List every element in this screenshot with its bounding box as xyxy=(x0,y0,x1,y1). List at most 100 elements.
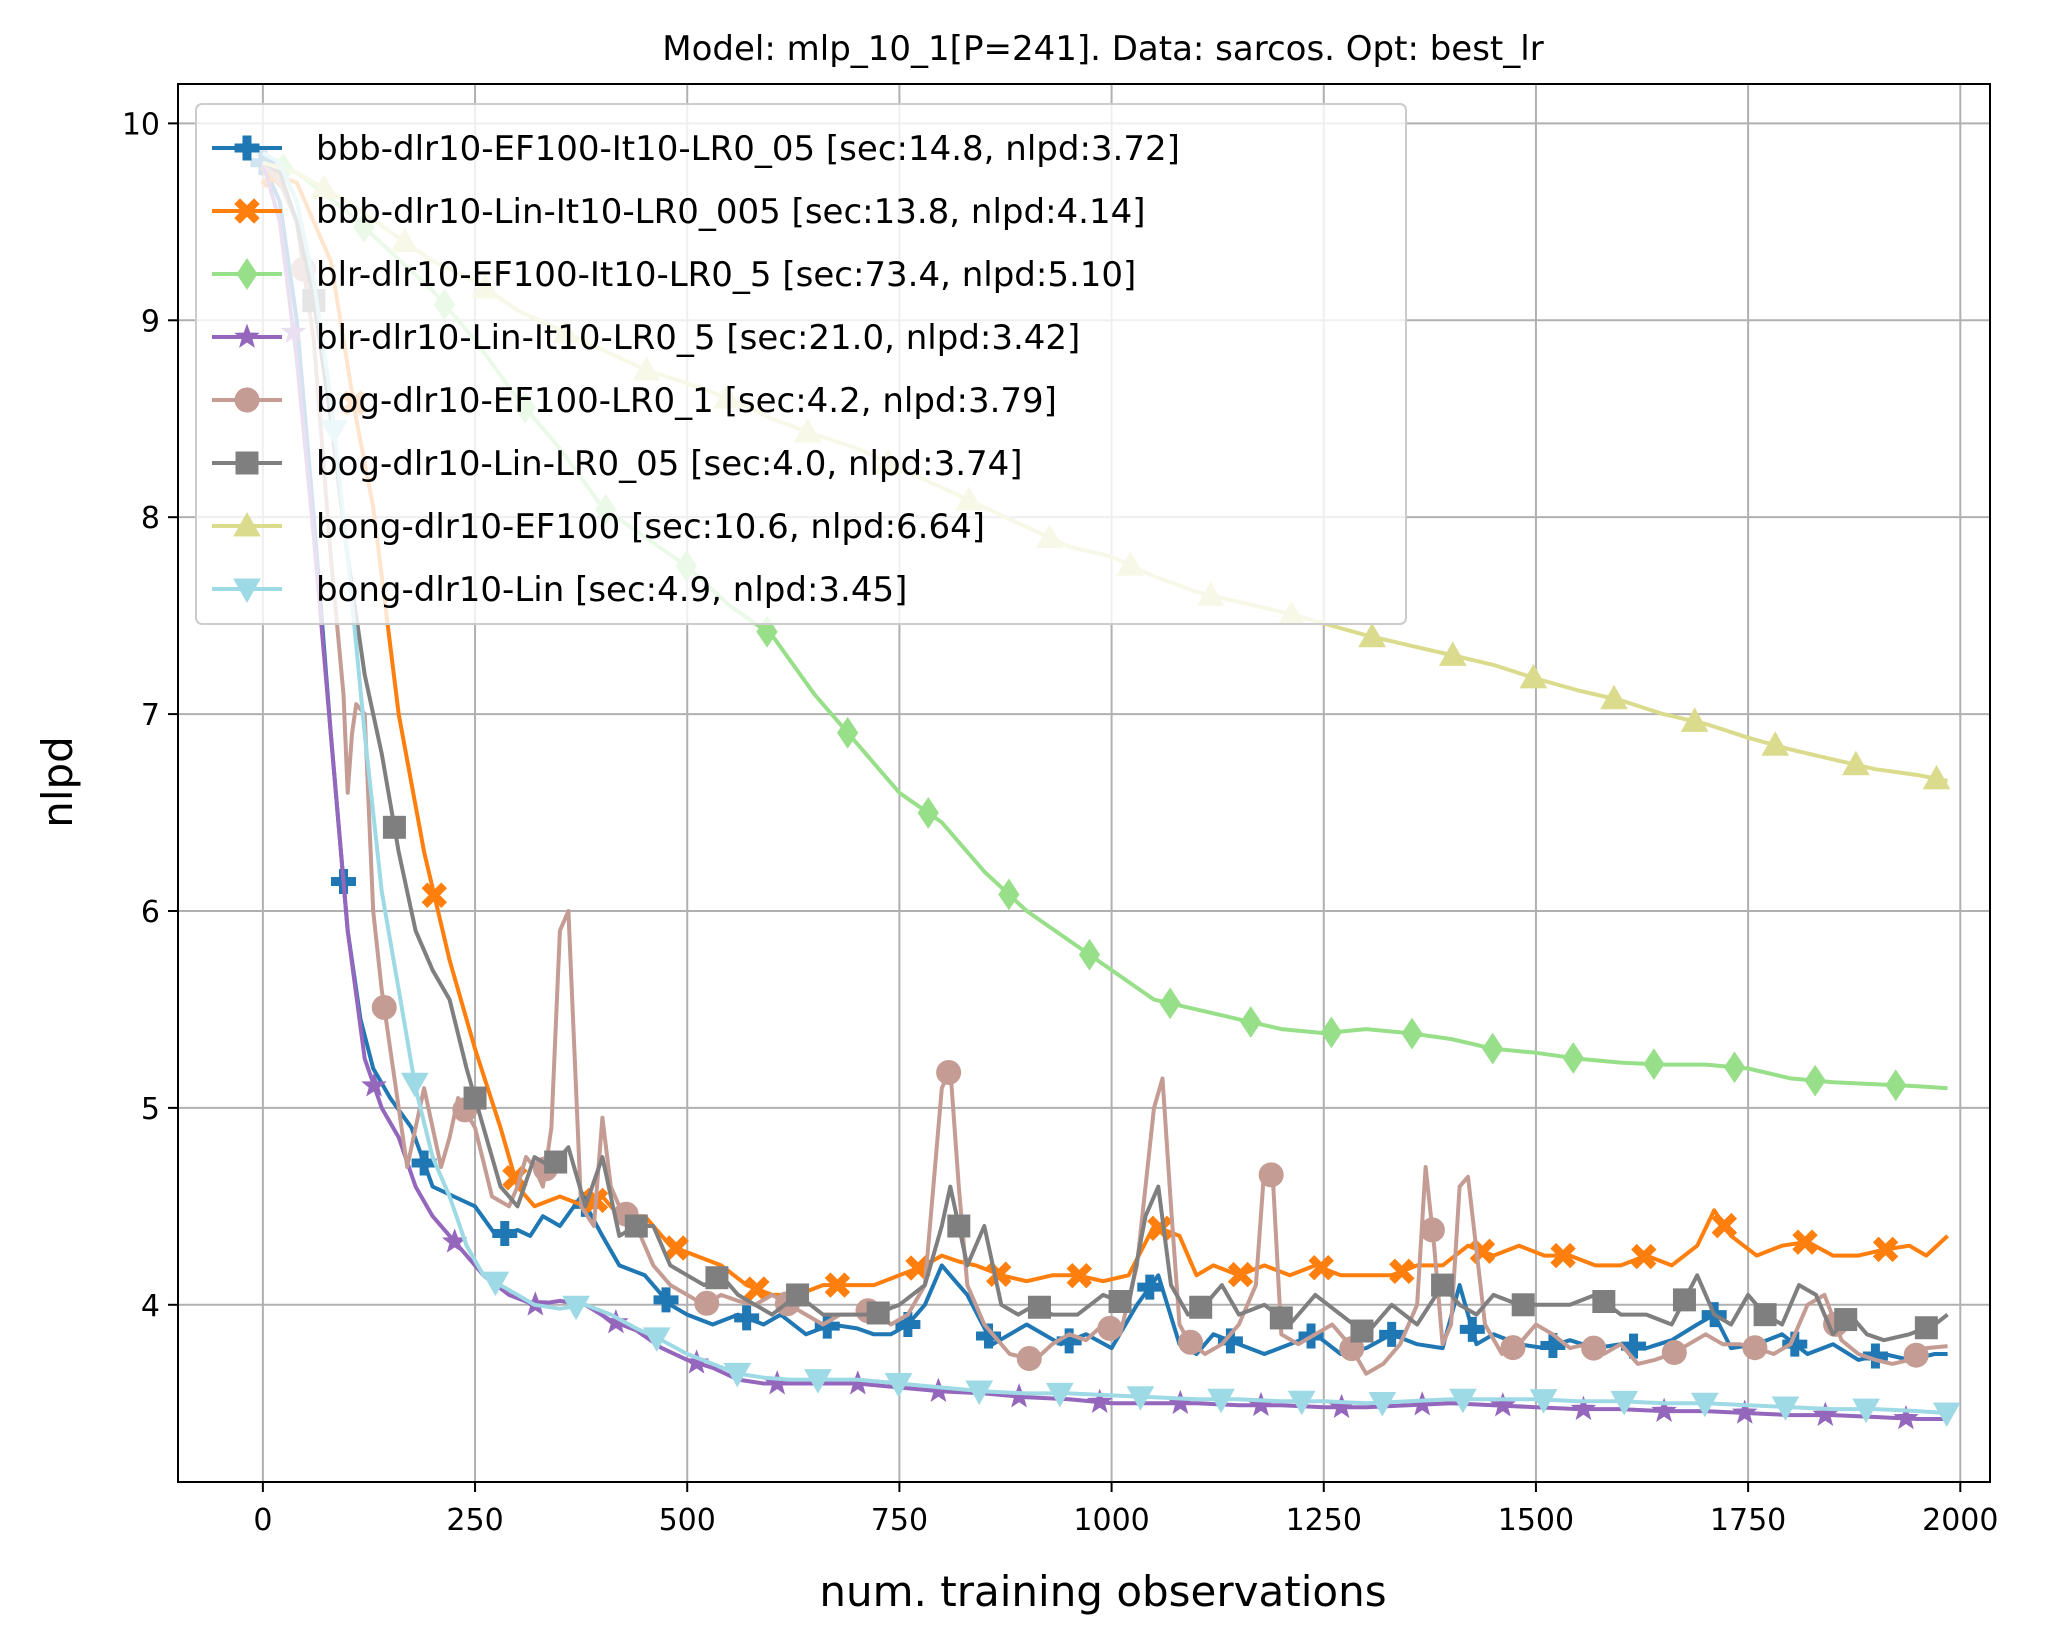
legend-marker xyxy=(234,135,260,161)
data-point-marker xyxy=(1893,1404,1919,1430)
data-point-marker xyxy=(1189,1295,1213,1319)
data-point-marker xyxy=(1217,1328,1243,1354)
x-tick-label: 750 xyxy=(871,1503,928,1538)
legend-entry: bog-dlr10-EF100-LR0_1 [sec:4.2, nlpd:3.7… xyxy=(212,381,1057,421)
legend-entry: bbb-dlr10-Lin-It10-LR0_005 [sec:13.8, nl… xyxy=(212,192,1146,232)
data-point-marker xyxy=(1227,1261,1254,1288)
data-point-marker xyxy=(544,1150,568,1174)
data-point-marker xyxy=(947,1214,971,1238)
plot-frame xyxy=(177,83,1991,1483)
data-point-marker xyxy=(1258,1162,1284,1188)
data-point-marker xyxy=(804,1369,832,1394)
data-point-marker xyxy=(1562,1042,1584,1074)
data-point-marker xyxy=(1016,1346,1042,1372)
data-point-marker xyxy=(1852,1398,1880,1424)
y-tick-label: 6 xyxy=(141,895,160,930)
data-point-marker xyxy=(1903,1342,1929,1368)
data-point-marker xyxy=(1287,1390,1316,1416)
data-point-marker xyxy=(1842,750,1870,776)
y-tick-label: 8 xyxy=(141,501,160,536)
data-point-marker xyxy=(1643,1048,1665,1081)
data-point-marker xyxy=(1581,1335,1607,1361)
data-point-marker xyxy=(1600,684,1628,710)
data-point-marker xyxy=(1753,1303,1777,1327)
data-point-marker xyxy=(1690,1392,1719,1418)
data-point-marker xyxy=(562,1295,590,1321)
data-point-marker xyxy=(1419,1217,1445,1243)
data-point-marker xyxy=(1570,1395,1597,1421)
data-point-marker xyxy=(1027,1295,1051,1319)
legend-entry: bog-dlr10-Lin-LR0_05 [sec:4.0, nlpd:3.74… xyxy=(212,444,1023,484)
data-point-marker xyxy=(1529,1389,1558,1414)
data-point-marker xyxy=(642,1327,671,1352)
data-point-marker xyxy=(1108,1290,1132,1314)
data-point-marker xyxy=(1771,1396,1800,1421)
legend-entry: blr-dlr10-Lin-It10-LR0_5 [sec:21.0, nlpd… xyxy=(212,318,1080,358)
data-point-marker xyxy=(917,797,939,829)
data-point-marker xyxy=(895,1311,921,1337)
legend-label: bog-dlr10-EF100-LR0_1 [sec:4.2, nlpd:3.7… xyxy=(316,381,1057,421)
legend-label: bong-dlr10-Lin [sec:4.9, nlpd:3.45] xyxy=(316,570,907,610)
data-point-marker xyxy=(1651,1397,1677,1422)
data-point-marker xyxy=(1672,1288,1696,1312)
legend-entry: bong-dlr10-Lin [sec:4.9, nlpd:3.45] xyxy=(212,570,907,610)
legend-label: bong-dlr10-EF100 [sec:10.6, nlpd:6.64] xyxy=(316,507,985,547)
data-point-marker xyxy=(1308,1254,1334,1281)
data-point-marker xyxy=(1812,1401,1839,1426)
legend-marker xyxy=(234,323,260,348)
data-point-marker xyxy=(361,1072,387,1097)
data-point-marker xyxy=(1519,663,1548,689)
data-point-marker xyxy=(1178,1329,1204,1355)
legend-entry: blr-dlr10-EF100-It10-LR0_5 [sec:73.4, nl… xyxy=(212,255,1136,295)
data-point-marker xyxy=(1711,1212,1738,1239)
legend-box xyxy=(195,103,1407,625)
legend-label: bog-dlr10-Lin-LR0_05 [sec:4.0, nlpd:3.74… xyxy=(316,444,1023,484)
y-tick-label: 4 xyxy=(141,1289,160,1324)
data-point-marker xyxy=(1885,1069,1907,1102)
data-point-marker xyxy=(1731,1399,1758,1424)
data-point-marker xyxy=(1401,1017,1423,1050)
data-point-marker xyxy=(965,1380,994,1405)
chart-title: Model: mlp_10_1[P=241]. Data: sarcos. Op… xyxy=(662,29,1543,69)
x-axis-label: num. training observations xyxy=(819,1567,1386,1616)
legend-label: bbb-dlr10-Lin-It10-LR0_005 [sec:13.8, nl… xyxy=(316,192,1146,232)
data-point-marker xyxy=(1269,1306,1293,1330)
data-point-marker xyxy=(866,1301,890,1325)
data-point-marker xyxy=(371,994,397,1020)
data-point-marker xyxy=(1066,1262,1093,1289)
data-point-marker xyxy=(786,1283,810,1307)
data-point-marker xyxy=(1761,731,1790,756)
legend-label: bbb-dlr10-EF100-It10-LR0_05 [sec:14.8, n… xyxy=(316,129,1180,169)
data-point-marker xyxy=(1631,1243,1657,1270)
y-tick-label: 10 xyxy=(122,107,160,142)
y-tick-label: 7 xyxy=(141,698,160,733)
data-point-marker xyxy=(998,878,1020,911)
legend-label: blr-dlr10-EF100-It10-LR0_5 [sec:73.4, nl… xyxy=(316,255,1136,295)
legend-marker xyxy=(234,198,260,224)
data-point-marker xyxy=(481,1271,510,1297)
data-point-marker xyxy=(1490,1392,1516,1417)
y-axis-label: nlpd xyxy=(33,736,82,828)
data-point-marker xyxy=(837,716,859,749)
data-point-marker xyxy=(1207,1388,1235,1414)
data-point-marker xyxy=(382,815,406,839)
data-point-marker xyxy=(1511,1293,1535,1317)
data-point-marker xyxy=(936,1059,962,1085)
data-point-marker xyxy=(1723,1051,1746,1084)
data-point-marker xyxy=(1459,1316,1485,1342)
data-point-marker xyxy=(492,1221,518,1247)
data-point-marker xyxy=(1782,1331,1808,1357)
x-tick-label: 1000 xyxy=(1073,1503,1149,1538)
data-point-marker xyxy=(1126,1386,1155,1411)
data-point-marker xyxy=(1680,707,1709,732)
axes-ticks: 0 250 500 750 1000 1250 1500 1750 2000 4 5 6 7 8 9 10 xyxy=(122,107,1999,1538)
legend: bbb-dlr10-EF100-It10-LR0_05 [sec:14.8, n… xyxy=(195,103,1407,625)
data-point-marker xyxy=(1056,1328,1082,1354)
x-tick-label: 0 xyxy=(253,1503,272,1538)
data-point-marker xyxy=(463,1086,487,1110)
data-point-marker xyxy=(1500,1335,1526,1361)
legend-marker xyxy=(233,578,261,604)
data-point-marker xyxy=(723,1362,752,1388)
legend-entry: bong-dlr10-EF100 [sec:10.6, nlpd:6.64] xyxy=(212,507,985,547)
